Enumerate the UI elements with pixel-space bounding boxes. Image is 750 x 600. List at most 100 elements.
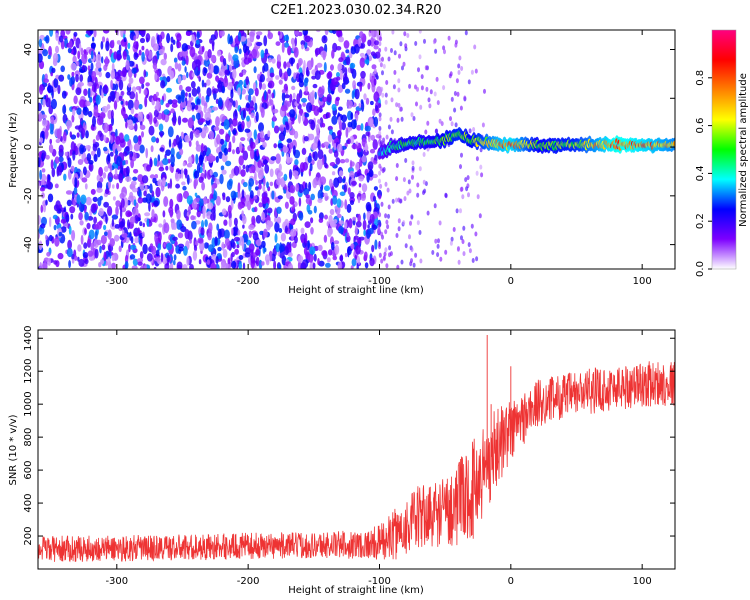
spectrogram-cell <box>331 189 338 198</box>
spectrogram-cell <box>355 220 362 228</box>
spectrogram-cell <box>115 206 119 216</box>
spectrogram-cell <box>459 187 463 192</box>
spectrogram-cell <box>384 229 388 235</box>
spectrogram-cell <box>100 234 107 245</box>
spectrogram-cell <box>209 169 213 176</box>
spectrogram-cell <box>255 249 261 256</box>
spectrogram-cell <box>201 95 205 105</box>
spectrogram-cell <box>289 93 293 104</box>
spectrogram-cell <box>180 131 184 140</box>
spectrogram-cell <box>162 210 166 218</box>
spectrogram-cell <box>73 31 78 37</box>
spectrogram-cell <box>67 74 71 80</box>
spectrogram-cell <box>79 144 84 155</box>
x-tick-label: -300 <box>105 276 128 287</box>
spectrogram-cell <box>310 217 314 224</box>
spectrogram-cell <box>323 234 328 243</box>
spectrogram-cell <box>204 169 207 179</box>
spectrogram-cell <box>87 87 91 99</box>
colorbar-label: Normalized spectral amplitude <box>738 73 749 227</box>
spectrogram-cell <box>96 147 101 158</box>
spectrogram-cell <box>79 99 86 108</box>
spectrogram-cell <box>174 61 179 70</box>
spectrogram-cell <box>305 194 311 199</box>
spectrogram-cell <box>337 130 342 137</box>
spectrogram-cell <box>378 130 382 136</box>
spectrogram-cell <box>225 160 232 167</box>
spectrogram-cell <box>92 196 98 203</box>
spectrogram-cell <box>313 253 317 262</box>
spectrogram-cell <box>335 157 341 165</box>
spectrogram-cell <box>100 40 104 50</box>
spectrogram-cell <box>377 224 381 235</box>
spectrogram-cell <box>58 74 65 82</box>
spectrogram-cell <box>364 262 369 269</box>
spectrogram-cell <box>41 262 48 269</box>
spectrogram-cell <box>317 119 321 124</box>
spectrogram-cell <box>283 173 288 181</box>
spectrogram-cell <box>283 42 289 48</box>
spectrogram-cell <box>71 230 76 241</box>
spectrogram-cell <box>77 81 84 87</box>
spectrogram-cell <box>351 180 357 186</box>
spectrogram-cell <box>339 120 343 131</box>
spectrogram-cell <box>263 35 268 47</box>
spectrogram-cell <box>132 117 138 124</box>
spectrogram-cell <box>77 244 82 252</box>
spectrogram-cell <box>50 116 55 125</box>
spectrogram-cell <box>237 191 241 199</box>
spectrogram-cell <box>177 75 182 85</box>
spectrogram-cell <box>395 163 399 168</box>
spectrogram-cell <box>115 91 120 103</box>
spectrogram-cell <box>333 219 338 224</box>
spectrogram-cell <box>467 242 471 248</box>
spectrogram-cell <box>231 260 237 269</box>
spectrogram-cell <box>262 159 268 165</box>
spectrogram-cell <box>397 87 401 93</box>
spectrogram-cell <box>216 50 222 57</box>
spectrogram-cell <box>331 103 337 111</box>
spectrogram-cell <box>153 157 158 167</box>
spectrogram-cell <box>429 89 433 95</box>
spectrogram-cell <box>55 45 59 54</box>
spectrogram-cell <box>294 30 300 36</box>
spectrogram-cell <box>93 224 100 230</box>
spectrogram-cell <box>334 244 340 255</box>
spectrogram-cell <box>156 51 160 60</box>
y-tick-label: 0 <box>23 144 34 150</box>
spectrogram-cell <box>238 155 244 166</box>
spectrogram-cell <box>210 213 215 221</box>
x-tick-label: 100 <box>633 576 652 587</box>
spectrogram-cell <box>233 110 238 121</box>
spectrogram-cell <box>263 247 267 253</box>
spectrogram-cell <box>242 69 247 76</box>
spectrogram-cell <box>346 56 351 66</box>
spectrogram-cell <box>316 159 323 170</box>
spectrogram-cell <box>385 134 389 140</box>
spectrogram-cell <box>149 243 154 249</box>
spectrogram-cell <box>401 65 404 71</box>
spectrogram-cell <box>39 169 42 180</box>
spectrogram-cell <box>478 213 482 219</box>
spectrogram-cell <box>98 220 103 226</box>
spectrogram-cell <box>180 168 184 179</box>
spectrogram-cell <box>55 32 59 41</box>
spectrogram-cell <box>307 240 311 249</box>
spectrogram-cell <box>128 68 133 78</box>
spectrogram-cell <box>378 57 382 63</box>
spectrogram-cell <box>197 64 201 72</box>
spectrogram-cell <box>156 34 160 45</box>
spectrogram-cell <box>92 139 96 144</box>
spectrogram-cell <box>45 234 48 241</box>
spectrogram-cell <box>141 175 149 184</box>
spectrogram-cell <box>344 158 350 163</box>
spectrogram-cell <box>208 244 214 253</box>
spectrogram-cell <box>131 265 138 269</box>
spectrogram-cell <box>160 132 163 138</box>
spectrogram-cell <box>42 152 46 160</box>
spectrogram-cell <box>302 30 309 36</box>
spectrogram-cell <box>317 258 320 266</box>
spectrogram-cell <box>98 71 102 78</box>
spectrogram-cell <box>403 196 407 202</box>
spectrogram-cell <box>181 181 186 186</box>
